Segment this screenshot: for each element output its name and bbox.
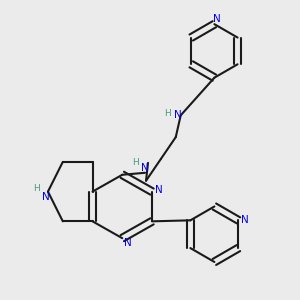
Text: N: N <box>155 184 163 195</box>
Text: H: H <box>33 184 39 193</box>
Text: N: N <box>242 215 249 225</box>
Text: H: H <box>164 109 171 118</box>
Text: N: N <box>174 110 182 120</box>
Text: N: N <box>42 192 50 202</box>
Text: N: N <box>141 163 149 173</box>
Text: H: H <box>132 158 139 167</box>
Text: N: N <box>212 14 220 24</box>
Text: N: N <box>124 238 132 248</box>
